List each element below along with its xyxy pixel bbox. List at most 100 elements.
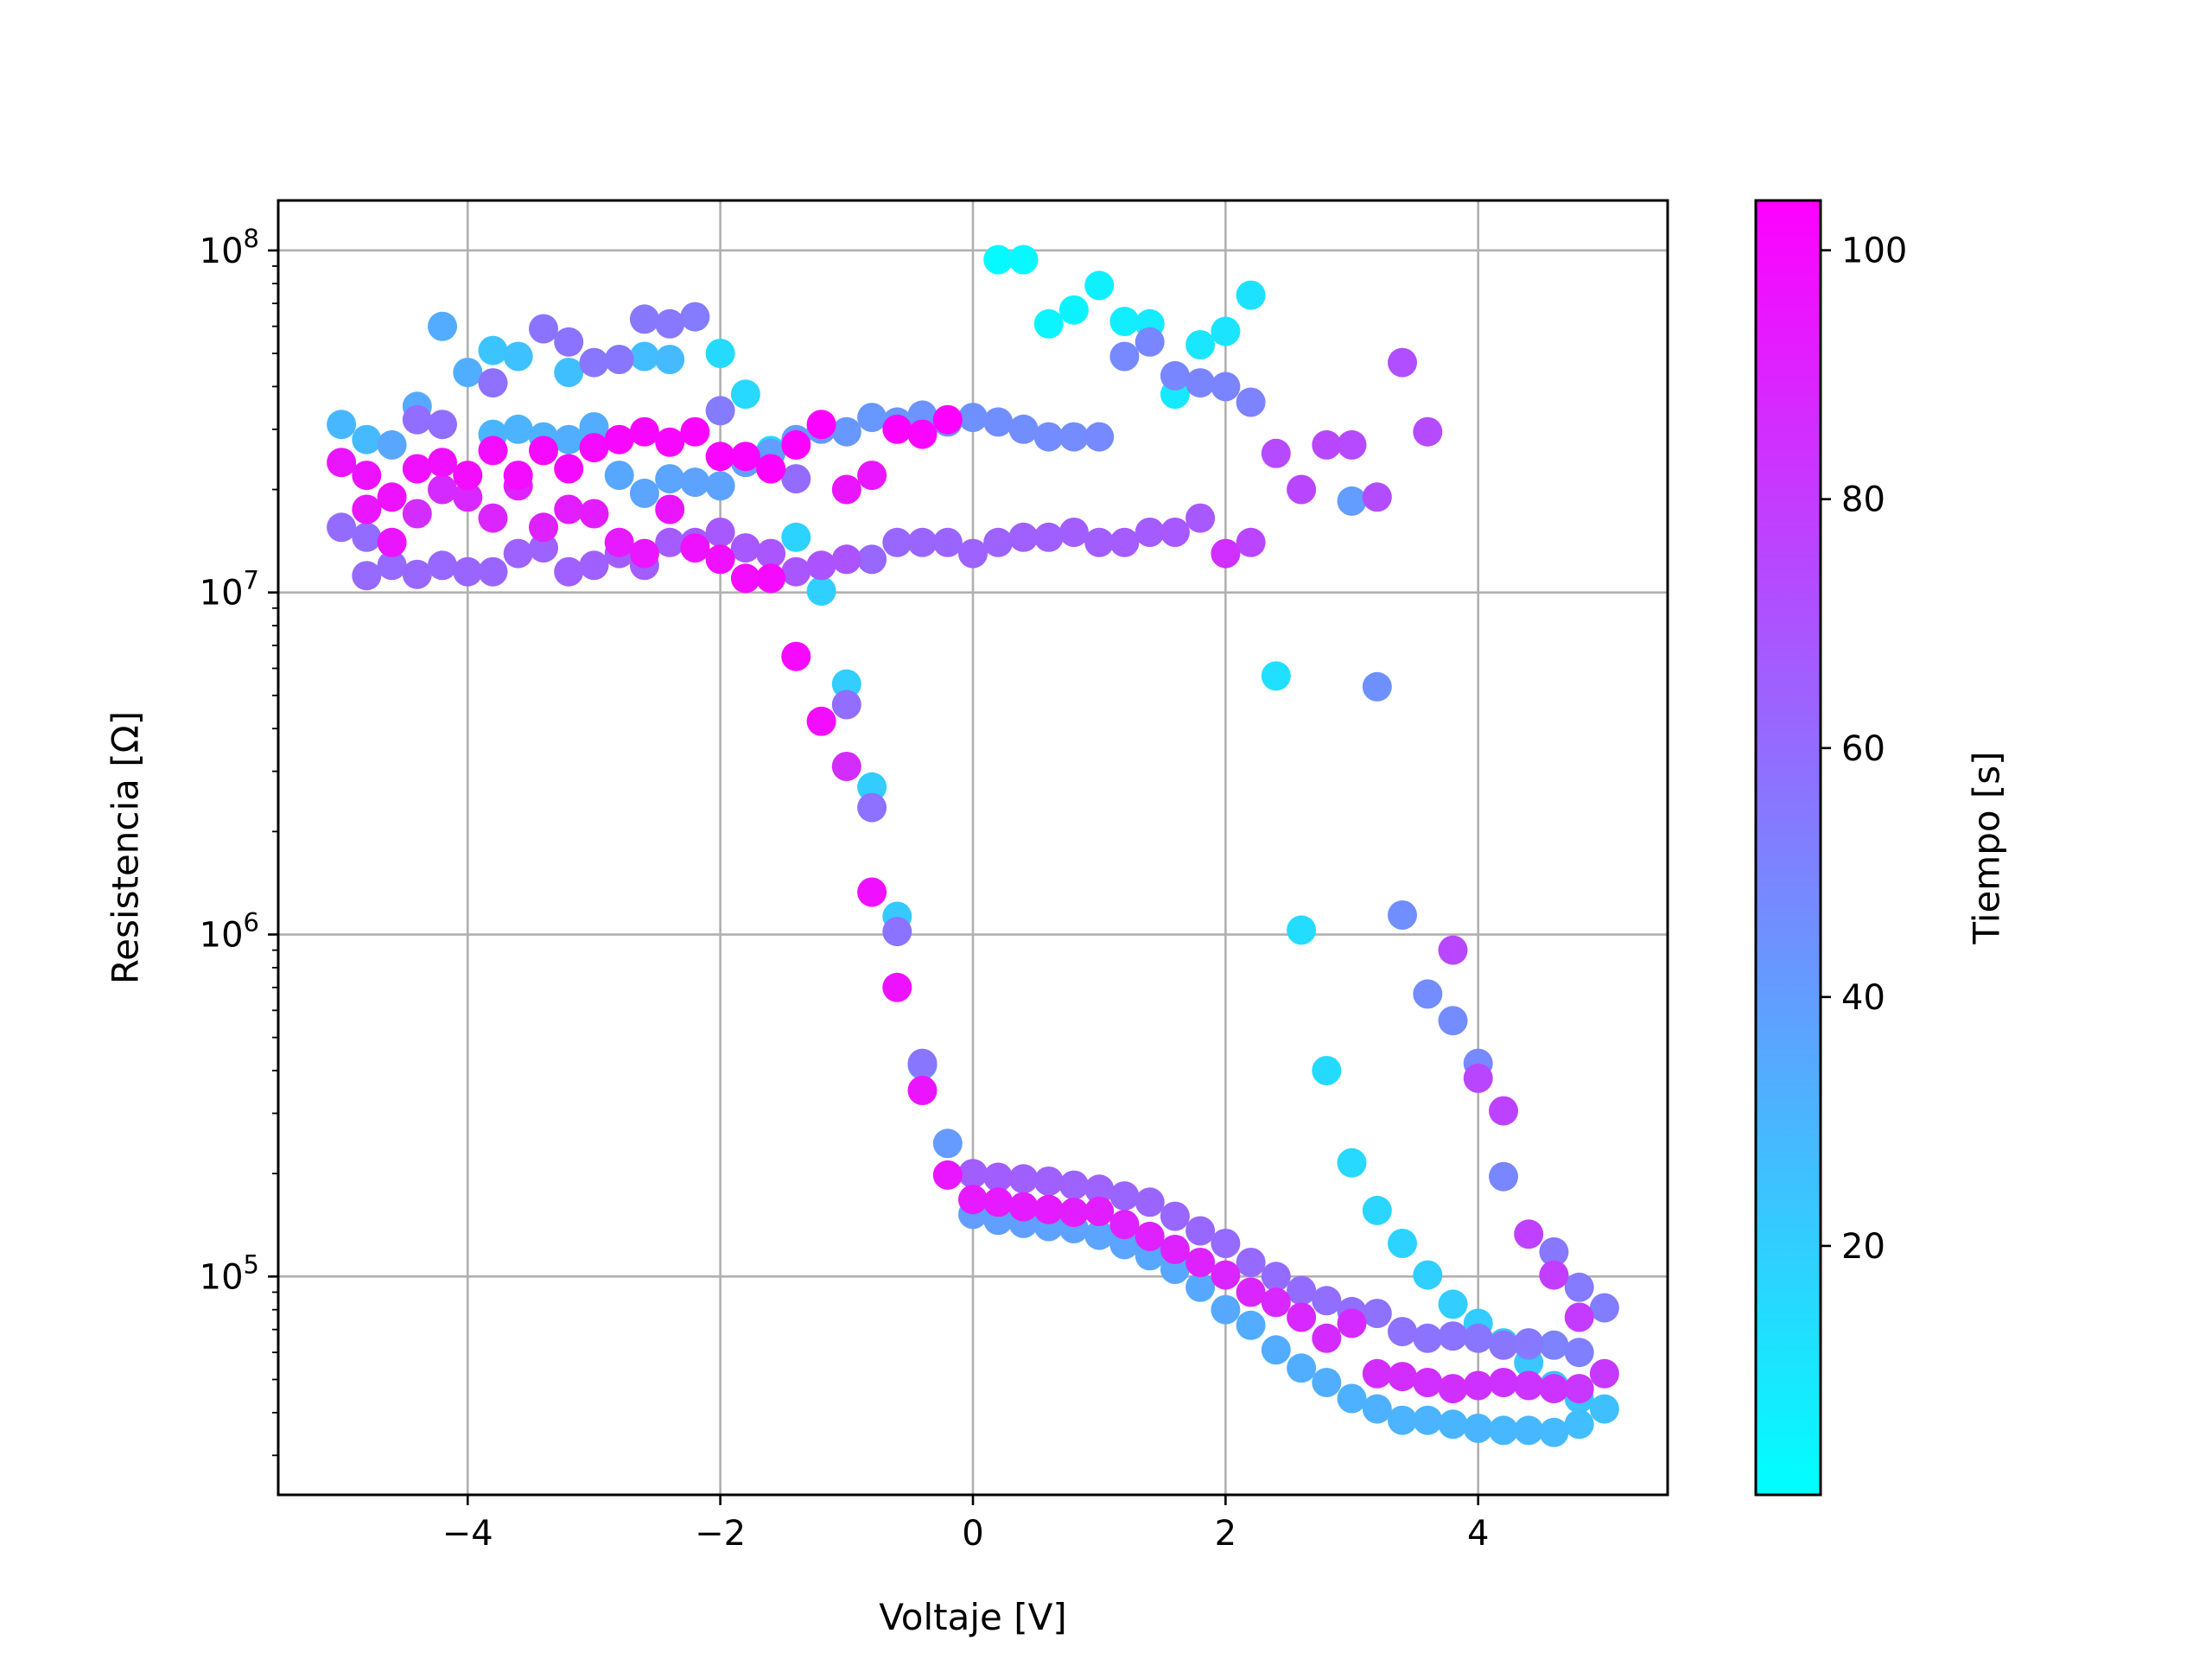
data-point	[478, 368, 508, 398]
data-point	[1539, 1374, 1569, 1404]
data-point	[932, 404, 963, 435]
data-point	[377, 482, 407, 512]
data-point	[1489, 1330, 1518, 1360]
data-point	[781, 464, 811, 494]
data-point	[1058, 518, 1089, 547]
data-point	[1033, 1194, 1064, 1224]
data-point	[1564, 1338, 1594, 1368]
data-point	[983, 407, 1014, 437]
data-point	[1463, 1323, 1493, 1353]
data-point	[1589, 1358, 1619, 1389]
colorbar-label: Tiempo [s]	[1966, 751, 2008, 944]
data-point	[327, 448, 357, 478]
data-point	[1008, 522, 1039, 552]
data-point	[655, 494, 685, 524]
data-point	[1236, 527, 1266, 557]
data-point	[983, 1187, 1014, 1217]
scatter-points	[327, 245, 1619, 1447]
data-point	[680, 416, 710, 447]
data-point	[781, 641, 811, 671]
data-point	[1109, 1210, 1140, 1240]
data-point	[1236, 1277, 1266, 1307]
data-point	[655, 308, 685, 339]
data-point	[730, 442, 760, 472]
data-point	[781, 556, 811, 587]
data-point	[377, 527, 407, 557]
data-point	[1413, 416, 1443, 447]
data-point	[503, 538, 533, 569]
data-point	[932, 1128, 963, 1159]
data-point	[1312, 1286, 1342, 1316]
data-point	[730, 563, 760, 594]
data-point	[831, 752, 861, 781]
data-point	[503, 414, 533, 444]
data-point	[1185, 1272, 1216, 1302]
data-point	[1539, 1236, 1569, 1267]
data-point	[932, 1160, 963, 1190]
data-point	[1008, 414, 1039, 444]
data-point	[655, 345, 685, 374]
data-point	[1236, 1248, 1266, 1277]
data-point	[705, 396, 735, 426]
data-point	[529, 533, 558, 563]
data-point	[1312, 1056, 1342, 1085]
data-point	[1287, 1302, 1317, 1332]
data-point	[604, 461, 634, 491]
data-point	[1539, 1260, 1569, 1290]
y-tick-label: 108	[200, 224, 259, 271]
data-point	[352, 561, 382, 591]
colorbar-ticks: 20 40 60 80 100	[1821, 232, 1907, 1267]
y-axis-ticks: 105 106 107 108	[200, 224, 278, 1457]
data-point	[352, 424, 382, 454]
data-point	[1211, 372, 1241, 402]
data-point	[1312, 1368, 1342, 1397]
data-point	[1514, 1219, 1544, 1249]
data-point	[1084, 527, 1115, 557]
data-point	[579, 550, 609, 581]
data-point	[1261, 1262, 1291, 1292]
data-point	[1287, 474, 1317, 505]
data-point	[1261, 661, 1291, 691]
data-point	[1388, 1229, 1417, 1258]
data-point	[781, 522, 811, 552]
data-point	[1287, 915, 1317, 945]
colorbar-tick-label: 80	[1841, 480, 1885, 520]
data-point	[958, 403, 988, 433]
data-point	[453, 556, 483, 587]
data-point	[1337, 429, 1367, 460]
data-point	[756, 563, 786, 594]
data-point	[1438, 935, 1468, 965]
x-tick-label: −4	[442, 1514, 493, 1554]
data-point	[327, 410, 357, 440]
data-point	[806, 550, 836, 581]
data-point	[1287, 1275, 1317, 1306]
data-point	[705, 471, 735, 501]
data-point	[1413, 1368, 1443, 1397]
data-point	[1109, 527, 1140, 557]
data-point	[1211, 1294, 1241, 1325]
data-point	[428, 410, 457, 440]
data-point	[1135, 1221, 1165, 1251]
y-axis-label: Resistencia [Ω]	[105, 711, 147, 984]
data-point	[1109, 1230, 1140, 1260]
data-point	[402, 404, 432, 435]
data-point	[831, 416, 861, 447]
x-tick-label: 0	[962, 1514, 983, 1554]
data-point	[831, 474, 861, 505]
data-point	[604, 527, 634, 557]
data-point	[1362, 1358, 1392, 1389]
data-point	[1438, 1321, 1468, 1351]
data-point	[1362, 1394, 1392, 1424]
data-point	[1033, 522, 1064, 552]
data-point	[1211, 1229, 1241, 1258]
data-point	[604, 345, 634, 374]
data-point	[1084, 1197, 1115, 1226]
colorbar-tick-label: 40	[1841, 978, 1885, 1018]
data-point	[1058, 422, 1089, 452]
data-point	[1211, 316, 1241, 346]
data-point	[1564, 1409, 1594, 1440]
data-point	[705, 518, 735, 547]
data-point	[554, 424, 584, 454]
data-point	[1185, 1248, 1216, 1277]
data-point	[1160, 1201, 1190, 1231]
